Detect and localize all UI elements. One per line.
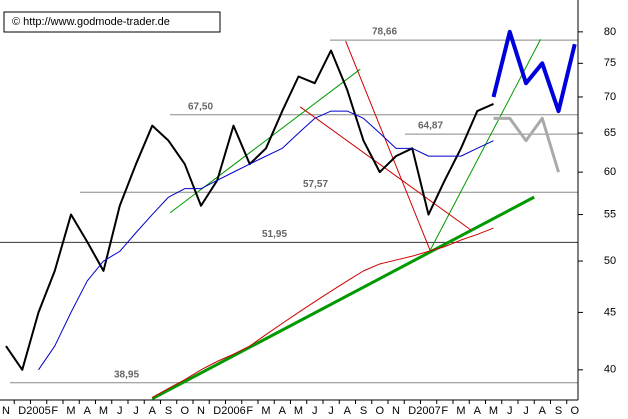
chart-title: © http://www.godmode-trader.de (12, 16, 170, 28)
x-tick-label: J (312, 405, 318, 417)
x-tick-label: 2007 (416, 405, 440, 417)
trendline (345, 40, 431, 251)
x-tick-label: 2006 (221, 405, 245, 417)
x-tick-label: 2005 (26, 405, 50, 417)
x-tick-label: A (539, 405, 547, 417)
y-tick-label: 55 (604, 208, 616, 220)
x-tick-label: N (392, 405, 400, 417)
x-tick-label: S (360, 405, 367, 417)
x-tick-label: M (99, 405, 108, 417)
x-tick-label: M (261, 405, 270, 417)
x-tick-label: F (246, 405, 253, 417)
x-tick-label: M (489, 405, 498, 417)
y-tick-label: 60 (604, 166, 616, 178)
x-tick-label: O (375, 405, 384, 417)
x-tick-label: A (84, 405, 92, 417)
trendline (151, 195, 535, 401)
y-tick-label: 65 (604, 127, 616, 139)
x-tick-label: D (18, 405, 26, 417)
series-line (152, 227, 494, 398)
x-tick-label: J (117, 405, 123, 417)
y-tick-label: 40 (604, 364, 616, 376)
x-tick-label: F (441, 405, 448, 417)
y-tick-label: 75 (604, 57, 616, 69)
x-tick-label: J (133, 405, 139, 417)
level-label: 64,87 (418, 121, 443, 132)
x-tick-label: J (523, 405, 529, 417)
series-line (5, 49, 494, 371)
x-tick-label: A (344, 405, 352, 417)
series-line (38, 110, 494, 371)
level-label: 38,95 (114, 369, 139, 380)
x-tick-label: A (474, 405, 482, 417)
trendline (299, 106, 472, 231)
level-label: 67,50 (188, 101, 213, 112)
x-tick-label: S (555, 405, 562, 417)
y-tick-label: 80 (604, 26, 616, 38)
series-line (493, 116, 560, 173)
x-tick-label: N (197, 405, 205, 417)
title-box (3, 11, 221, 33)
x-tick-label: N (2, 405, 10, 417)
x-tick-label: S (165, 405, 172, 417)
y-tick-label: 50 (604, 255, 616, 267)
x-tick-label: A (279, 405, 287, 417)
x-tick-label: D (408, 405, 416, 417)
level-label: 78,66 (372, 27, 397, 38)
level-label: 57,57 (303, 179, 328, 190)
y-tick-label: 70 (604, 91, 616, 103)
x-tick-label: D (213, 405, 221, 417)
trendline (169, 68, 361, 214)
x-tick-label: J (507, 405, 513, 417)
x-tick-label: M (456, 405, 465, 417)
x-tick-label: O (180, 405, 189, 417)
level-label: 51,95 (262, 229, 287, 240)
x-tick-label: A (149, 405, 157, 417)
x-tick-label: O (570, 405, 579, 417)
x-tick-label: M (66, 405, 75, 417)
x-tick-label: J (328, 405, 334, 417)
x-tick-label: M (294, 405, 303, 417)
y-tick-label: 45 (604, 306, 616, 318)
series-line (491, 29, 577, 114)
x-tick-label: F (51, 405, 58, 417)
